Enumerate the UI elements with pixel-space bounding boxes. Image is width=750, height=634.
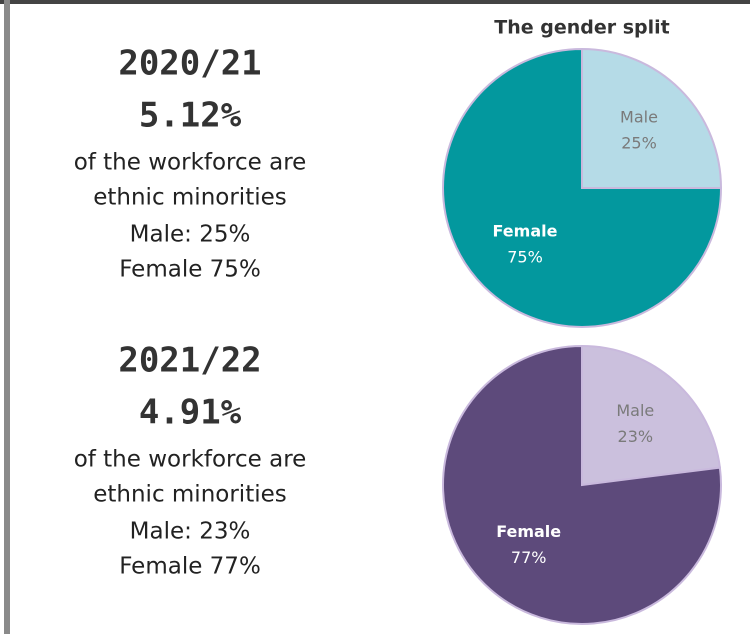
pie-slice [581, 47, 723, 189]
slice-value: 77% [511, 548, 547, 567]
slice-label: Male [620, 107, 658, 126]
chart-title: The gender split [494, 17, 670, 39]
description: of the workforce are [74, 150, 307, 176]
slice-value: 23% [618, 427, 654, 446]
top-border [0, 0, 750, 4]
description: ethnic minorities [93, 185, 287, 211]
period: 2021/22 [118, 341, 261, 381]
period: 2020/21 [118, 44, 261, 84]
description: ethnic minorities [93, 482, 287, 508]
female-share: Female 75% [119, 257, 261, 283]
headline: 4.91% [139, 393, 242, 433]
slice-label: Female [496, 522, 561, 541]
headline: 5.12% [139, 96, 242, 136]
slice-value: 25% [621, 133, 657, 152]
male-share: Male: 25% [130, 222, 251, 248]
pie-slice [442, 47, 723, 328]
female-share: Female 77% [119, 554, 261, 580]
male-share: Male: 23% [130, 519, 251, 545]
description: of the workforce are [74, 447, 307, 473]
slice-label: Male [616, 401, 654, 420]
pie-slice [442, 344, 722, 625]
left-border [4, 0, 10, 634]
pie-slice [581, 344, 722, 487]
slice-label: Female [493, 222, 558, 241]
slice-value: 75% [507, 248, 543, 267]
